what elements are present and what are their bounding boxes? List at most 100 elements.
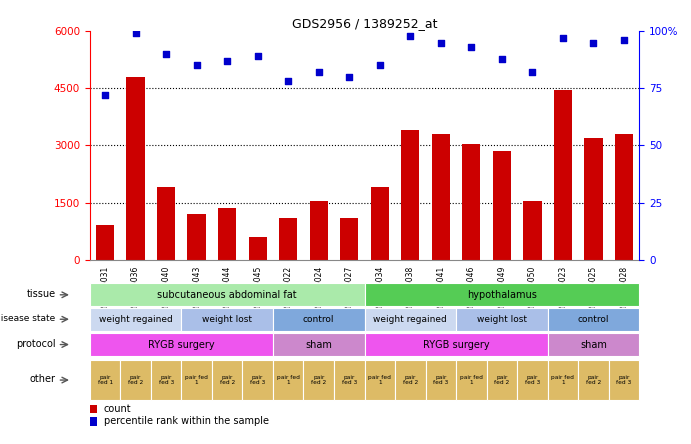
- Text: percentile rank within the sample: percentile rank within the sample: [104, 416, 269, 426]
- Point: [375, 62, 386, 69]
- Point: [252, 53, 263, 60]
- Text: pair fed
1: pair fed 1: [277, 375, 300, 385]
- Text: RYGB surgery: RYGB surgery: [148, 340, 215, 349]
- Text: weight lost: weight lost: [202, 315, 252, 324]
- Text: RYGB surgery: RYGB surgery: [423, 340, 489, 349]
- Title: GDS2956 / 1389252_at: GDS2956 / 1389252_at: [292, 17, 437, 30]
- Bar: [181, 308, 273, 331]
- Text: weight lost: weight lost: [477, 315, 527, 324]
- Bar: [303, 360, 334, 400]
- Point: [466, 44, 477, 51]
- Bar: [456, 360, 486, 400]
- Point: [283, 78, 294, 85]
- Bar: [273, 333, 365, 356]
- Text: pair fed
1: pair fed 1: [368, 375, 391, 385]
- Bar: [279, 218, 297, 260]
- Point: [618, 37, 630, 44]
- Point: [191, 62, 202, 69]
- Bar: [273, 308, 365, 331]
- Bar: [90, 333, 273, 356]
- Bar: [609, 360, 639, 400]
- Text: weight regained: weight regained: [99, 315, 173, 324]
- Bar: [462, 143, 480, 260]
- Text: control: control: [303, 315, 334, 324]
- Text: weight regained: weight regained: [373, 315, 447, 324]
- Point: [527, 69, 538, 76]
- Bar: [493, 151, 511, 260]
- Bar: [517, 360, 547, 400]
- Bar: [365, 308, 456, 331]
- Bar: [426, 360, 456, 400]
- Bar: [365, 360, 395, 400]
- Text: pair
fed 2: pair fed 2: [586, 375, 601, 385]
- Point: [160, 51, 171, 58]
- Point: [343, 73, 354, 80]
- Text: pair
fed 3: pair fed 3: [250, 375, 265, 385]
- Bar: [120, 360, 151, 400]
- Bar: [96, 226, 114, 260]
- Text: subcutaneous abdominal fat: subcutaneous abdominal fat: [158, 290, 297, 300]
- Bar: [456, 308, 547, 331]
- Bar: [187, 214, 206, 260]
- Text: protocol: protocol: [16, 339, 56, 349]
- Point: [100, 91, 111, 99]
- Bar: [310, 201, 328, 260]
- Text: pair fed
1: pair fed 1: [185, 375, 208, 385]
- Bar: [334, 360, 365, 400]
- Text: pair fed
1: pair fed 1: [460, 375, 483, 385]
- Text: pair
fed 2: pair fed 2: [403, 375, 418, 385]
- Bar: [432, 134, 450, 260]
- Text: pair
fed 3: pair fed 3: [524, 375, 540, 385]
- Text: control: control: [578, 315, 609, 324]
- Text: count: count: [104, 404, 131, 414]
- Point: [222, 57, 233, 64]
- Text: pair
fed 1: pair fed 1: [97, 375, 113, 385]
- Text: pair
fed 3: pair fed 3: [433, 375, 448, 385]
- Point: [588, 39, 599, 46]
- Text: pair
fed 2: pair fed 2: [220, 375, 235, 385]
- Bar: [90, 405, 97, 413]
- Bar: [90, 308, 181, 331]
- Text: tissue: tissue: [26, 289, 56, 299]
- Text: other: other: [30, 374, 56, 384]
- Text: pair
fed 3: pair fed 3: [616, 375, 632, 385]
- Bar: [553, 90, 572, 260]
- Bar: [181, 360, 212, 400]
- Point: [496, 55, 507, 62]
- Bar: [212, 360, 243, 400]
- Text: pair
fed 2: pair fed 2: [311, 375, 326, 385]
- Text: pair
fed 3: pair fed 3: [158, 375, 173, 385]
- Bar: [578, 360, 609, 400]
- Bar: [365, 283, 639, 306]
- Bar: [370, 187, 389, 260]
- Bar: [249, 237, 267, 260]
- Bar: [584, 138, 603, 260]
- Point: [558, 34, 569, 41]
- Bar: [615, 134, 633, 260]
- Text: sham: sham: [580, 340, 607, 349]
- Text: pair
fed 3: pair fed 3: [341, 375, 357, 385]
- Bar: [365, 333, 547, 356]
- Bar: [523, 201, 542, 260]
- Bar: [90, 417, 97, 425]
- Text: pair
fed 2: pair fed 2: [128, 375, 143, 385]
- Bar: [401, 130, 419, 260]
- Bar: [157, 187, 176, 260]
- Bar: [126, 77, 145, 260]
- Bar: [273, 360, 303, 400]
- Point: [130, 30, 141, 37]
- Bar: [243, 360, 273, 400]
- Bar: [395, 360, 426, 400]
- Bar: [151, 360, 181, 400]
- Bar: [486, 360, 517, 400]
- Point: [313, 69, 324, 76]
- Bar: [547, 360, 578, 400]
- Text: pair fed
1: pair fed 1: [551, 375, 574, 385]
- Point: [405, 32, 416, 39]
- Bar: [90, 360, 120, 400]
- Point: [435, 39, 446, 46]
- Text: disease state: disease state: [0, 314, 56, 323]
- Bar: [547, 333, 639, 356]
- Bar: [340, 218, 359, 260]
- Bar: [90, 283, 365, 306]
